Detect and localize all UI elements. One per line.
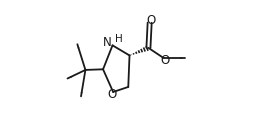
Text: N: N (103, 36, 111, 49)
Text: O: O (147, 14, 156, 27)
Text: O: O (107, 88, 116, 101)
Text: H: H (115, 34, 123, 44)
Text: O: O (160, 54, 169, 67)
